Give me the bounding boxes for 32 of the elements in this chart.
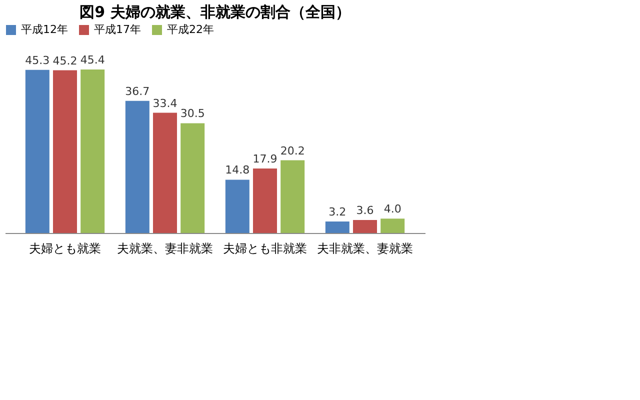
data-label: 45.3 xyxy=(25,54,50,67)
data-label: 17.9 xyxy=(252,152,278,166)
data-label: 4.0 xyxy=(384,202,402,216)
x-tick-label: 夫婦とも非就業 xyxy=(223,242,307,256)
data-label: 45.2 xyxy=(52,54,78,68)
data-label: 3.2 xyxy=(328,205,346,218)
bar xyxy=(253,168,277,233)
bar xyxy=(280,160,305,233)
data-label: 30.5 xyxy=(180,107,205,120)
bar xyxy=(353,220,377,233)
chart-title: 図9 夫婦の就業、非就業の割合（全国） xyxy=(80,3,350,21)
x-tick-label: 夫婦とも就業 xyxy=(29,242,101,256)
bar xyxy=(180,123,205,233)
bar xyxy=(53,70,77,233)
bar xyxy=(125,100,150,233)
legend-label: 平成17年 xyxy=(94,23,141,36)
bar xyxy=(153,112,177,233)
x-tick-label: 夫非就業、妻就業 xyxy=(317,242,413,256)
data-label: 45.4 xyxy=(80,54,105,67)
data-label: 20.2 xyxy=(280,144,305,158)
bar xyxy=(25,70,50,233)
bar xyxy=(325,221,350,233)
legend-label: 平成12年 xyxy=(21,23,68,36)
bar xyxy=(225,180,250,233)
bar xyxy=(80,70,105,233)
data-label: 14.8 xyxy=(225,164,250,177)
data-label: 33.4 xyxy=(152,96,178,110)
bar xyxy=(380,218,405,233)
legend-label: 平成22年 xyxy=(167,23,214,36)
data-label: 36.7 xyxy=(125,84,150,98)
x-tick-label: 夫就業、妻非就業 xyxy=(117,242,213,256)
data-label: 3.6 xyxy=(356,204,374,218)
